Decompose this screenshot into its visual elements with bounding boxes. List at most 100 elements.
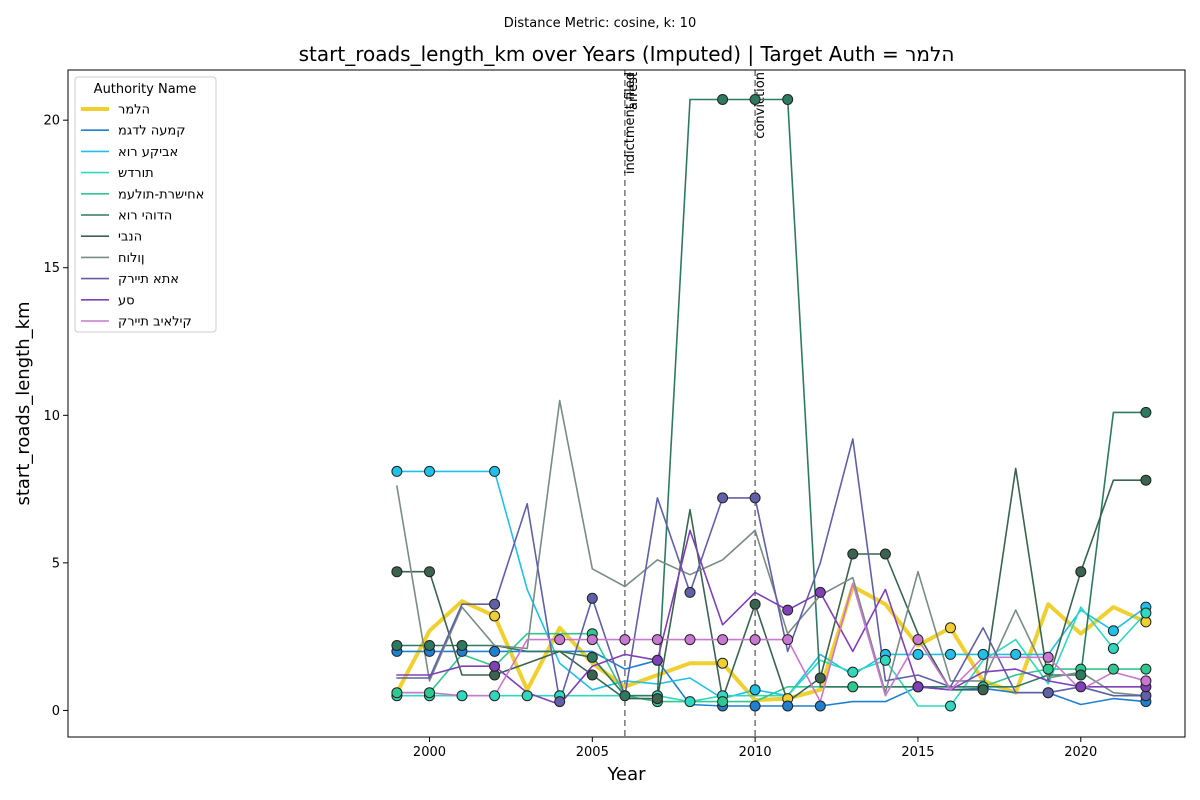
data-point [1042, 663, 1054, 675]
y-axis: 0 5 10 15 20 [43, 114, 68, 719]
data-point [489, 660, 501, 672]
legend-label: סע [118, 293, 135, 308]
x-axis-label: Year [606, 764, 646, 785]
data-point [782, 604, 794, 616]
data-point [847, 681, 859, 693]
series-markers [391, 94, 1152, 712]
legend-label: תורדש [118, 166, 154, 181]
x-tick-label: 2005 [576, 745, 609, 760]
plot-frame [67, 69, 1186, 738]
data-point [912, 648, 924, 660]
data-point [1042, 687, 1054, 699]
y-tick-label: 20 [43, 114, 60, 129]
data-point [554, 634, 566, 646]
data-point [391, 640, 403, 651]
data-point [814, 672, 826, 684]
data-point [945, 622, 956, 634]
legend-label: אביקע רוא [118, 145, 178, 160]
data-point [1140, 406, 1152, 418]
data-point [1107, 663, 1119, 675]
series-line [396, 632, 1147, 703]
legend-label: קילאיב תיירק [118, 315, 192, 330]
data-point [456, 640, 468, 651]
legend: Authority Name הלמר קמעה לדגמ אביקע רוא תור… [74, 76, 217, 333]
data-point [1140, 663, 1152, 675]
legend-label: קמעה לדגמ [118, 124, 186, 139]
x-tick-label: 2000 [413, 745, 446, 760]
data-point [879, 548, 891, 560]
data-point [619, 634, 631, 646]
data-point [684, 634, 696, 646]
data-point [651, 634, 663, 646]
data-point [489, 598, 501, 610]
data-point [1140, 474, 1152, 486]
y-tick-label: 15 [43, 261, 60, 276]
data-point [717, 634, 729, 646]
y-tick-label: 0 [52, 704, 60, 719]
data-point [717, 657, 729, 669]
data-point [489, 690, 501, 702]
data-point [749, 598, 761, 610]
data-point [879, 654, 891, 666]
data-point [977, 648, 989, 660]
data-point [717, 492, 729, 504]
event-label: arrest [626, 72, 641, 110]
data-point [684, 586, 696, 598]
data-point [521, 690, 533, 702]
event-label: conviction [753, 72, 768, 139]
data-point [912, 634, 924, 646]
y-tick-label: 10 [43, 409, 60, 424]
series-line [396, 582, 1147, 703]
x-axis: 2000 2005 2010 2015 2020 [413, 737, 1097, 760]
data-point [684, 696, 696, 708]
data-point [945, 700, 956, 712]
legend-label: ןולוח [118, 251, 145, 266]
legend-label: הדוהי רוא [118, 209, 172, 224]
series-line [396, 98, 1147, 697]
chart-title: start_roads_length_km over Years (Impute… [299, 42, 955, 66]
series-line [396, 529, 1147, 706]
data-point [424, 465, 435, 477]
data-point [1010, 648, 1022, 660]
event-label: indictment filed [623, 72, 638, 174]
data-point [1107, 643, 1119, 654]
data-point [1042, 651, 1054, 663]
data-point [749, 94, 761, 105]
legend-label: הלמר [118, 103, 150, 118]
data-point [749, 700, 761, 712]
data-point [424, 640, 435, 651]
series-line [394, 584, 1148, 703]
data-point [391, 687, 403, 699]
legend-frame [74, 76, 217, 333]
data-point [651, 654, 663, 666]
data-point [554, 696, 566, 708]
data-point [945, 648, 956, 660]
data-point [847, 666, 859, 678]
data-point [424, 687, 435, 699]
data-point [489, 465, 501, 477]
data-point [782, 634, 794, 646]
data-point [586, 669, 598, 681]
data-point [782, 700, 794, 712]
x-tick-label: 2020 [1064, 745, 1097, 760]
data-point [619, 690, 631, 702]
data-point [749, 492, 761, 504]
legend-label: אתא תיירק [118, 272, 179, 287]
y-axis-label: start_roads_length_km [13, 301, 34, 505]
x-tick-label: 2015 [901, 745, 934, 760]
data-point [814, 700, 826, 712]
legend-title: Authority Name [94, 82, 197, 97]
data-point [456, 690, 468, 702]
data-point [782, 94, 794, 105]
data-point [1075, 566, 1087, 578]
data-point [977, 684, 989, 696]
data-point [1107, 625, 1119, 637]
data-point [586, 592, 598, 604]
data-point [749, 684, 761, 696]
data-point [489, 645, 501, 657]
data-point [586, 634, 598, 646]
data-point [1075, 681, 1087, 693]
data-point [424, 566, 435, 578]
data-point [489, 610, 501, 622]
